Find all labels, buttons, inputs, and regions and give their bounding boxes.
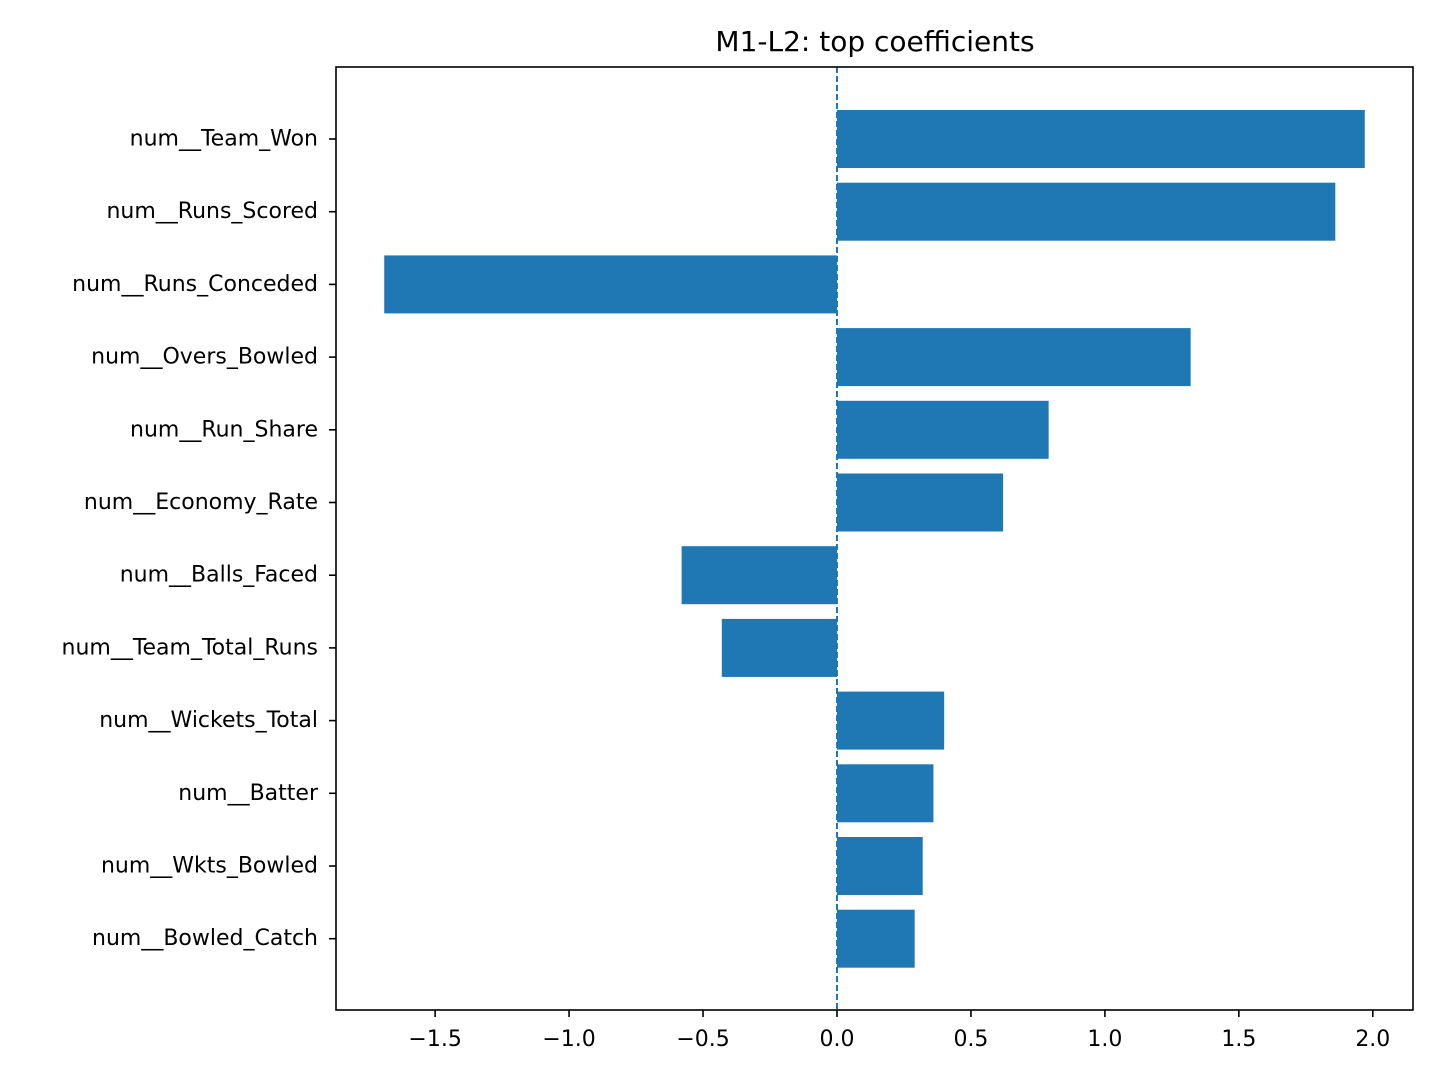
x-tick-label: 1.0 bbox=[1087, 1027, 1122, 1052]
y-tick-label: num__Overs_Bowled bbox=[91, 345, 318, 370]
x-tick-label: −0.5 bbox=[676, 1027, 729, 1052]
x-axis: −1.5 −1.0 −0.5 0.0 0.5 1.0 1.5 2.0 bbox=[408, 1010, 1390, 1052]
bar-num-wkts-bowled bbox=[836, 837, 923, 895]
y-tick-label: num__Team_Won bbox=[130, 127, 318, 152]
bar-num-wickets-total bbox=[836, 691, 945, 750]
y-tick-label: num__Run_Share bbox=[130, 417, 318, 442]
bar-num-overs-bowled bbox=[836, 328, 1191, 387]
plot-area-frame bbox=[335, 66, 1414, 1011]
bar-num-balls-faced bbox=[681, 546, 837, 605]
bar-num-run-share bbox=[836, 400, 1049, 459]
bar-num-team-won bbox=[836, 110, 1365, 168]
x-tick-label: 0.0 bbox=[819, 1027, 854, 1052]
x-tick-label: 1.5 bbox=[1221, 1027, 1256, 1052]
bar-num-team-total-runs bbox=[721, 618, 837, 677]
bar-num-bowled-catch bbox=[836, 909, 915, 968]
x-tick-label: −1.0 bbox=[542, 1027, 595, 1052]
y-tick-label: num__Team_Total_Runs bbox=[62, 635, 319, 660]
y-tick-label: num__Economy_Rate bbox=[84, 490, 318, 515]
y-tick-label: num__Wickets_Total bbox=[99, 708, 318, 733]
y-tick-label: num__Runs_Conceded bbox=[72, 272, 318, 297]
bar-num-economy-rate bbox=[836, 473, 1004, 532]
x-tick-label: 2.0 bbox=[1355, 1027, 1390, 1052]
x-tick-label: −1.5 bbox=[408, 1027, 461, 1052]
y-tick-label: num__Balls_Faced bbox=[120, 563, 318, 588]
bar-num-runs-conceded bbox=[384, 255, 837, 314]
bars-group bbox=[384, 110, 1365, 968]
y-tick-label: num__Batter bbox=[178, 781, 319, 806]
chart-title: M1-L2: top coefficients bbox=[715, 25, 1034, 58]
x-tick-label: 0.5 bbox=[953, 1027, 988, 1052]
y-tick-label: num__Runs_Scored bbox=[106, 199, 318, 224]
y-axis: num__Team_Won num__Runs_Scored num__Runs_C… bbox=[62, 127, 336, 951]
y-tick-label: num__Wkts_Bowled bbox=[101, 854, 318, 879]
bar-num-runs-scored bbox=[836, 182, 1336, 241]
bar-num-batter bbox=[836, 764, 934, 823]
y-tick-label: num__Bowled_Catch bbox=[92, 926, 318, 951]
